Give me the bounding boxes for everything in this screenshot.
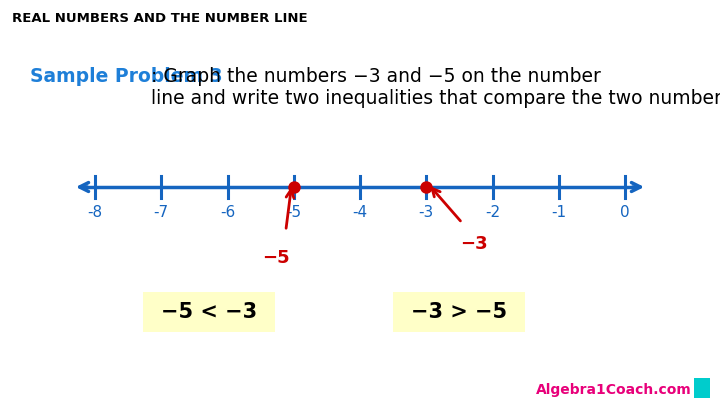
Text: -7: -7 — [153, 205, 168, 220]
Text: −3: −3 — [460, 235, 488, 253]
Text: -3: -3 — [418, 205, 434, 220]
Text: -1: -1 — [552, 205, 567, 220]
Text: -4: -4 — [352, 205, 368, 220]
Text: Algebra1Coach.com: Algebra1Coach.com — [536, 383, 692, 397]
Text: -5: -5 — [286, 205, 301, 220]
Text: -6: -6 — [220, 205, 235, 220]
Text: −5 < −3: −5 < −3 — [161, 302, 257, 322]
Text: : Graph the numbers −3 and −5 on the number
line and write two inequalities that: : Graph the numbers −3 and −5 on the num… — [151, 67, 720, 108]
Text: -8: -8 — [87, 205, 102, 220]
FancyBboxPatch shape — [143, 292, 275, 332]
Text: Sample Problem 3: Sample Problem 3 — [30, 67, 222, 86]
FancyBboxPatch shape — [393, 292, 525, 332]
Text: -2: -2 — [485, 205, 500, 220]
Text: 0: 0 — [620, 205, 630, 220]
Text: −3 > −5: −3 > −5 — [411, 302, 507, 322]
Text: REAL NUMBERS AND THE NUMBER LINE: REAL NUMBERS AND THE NUMBER LINE — [12, 12, 307, 25]
FancyBboxPatch shape — [694, 378, 710, 398]
Text: −5: −5 — [262, 249, 289, 267]
